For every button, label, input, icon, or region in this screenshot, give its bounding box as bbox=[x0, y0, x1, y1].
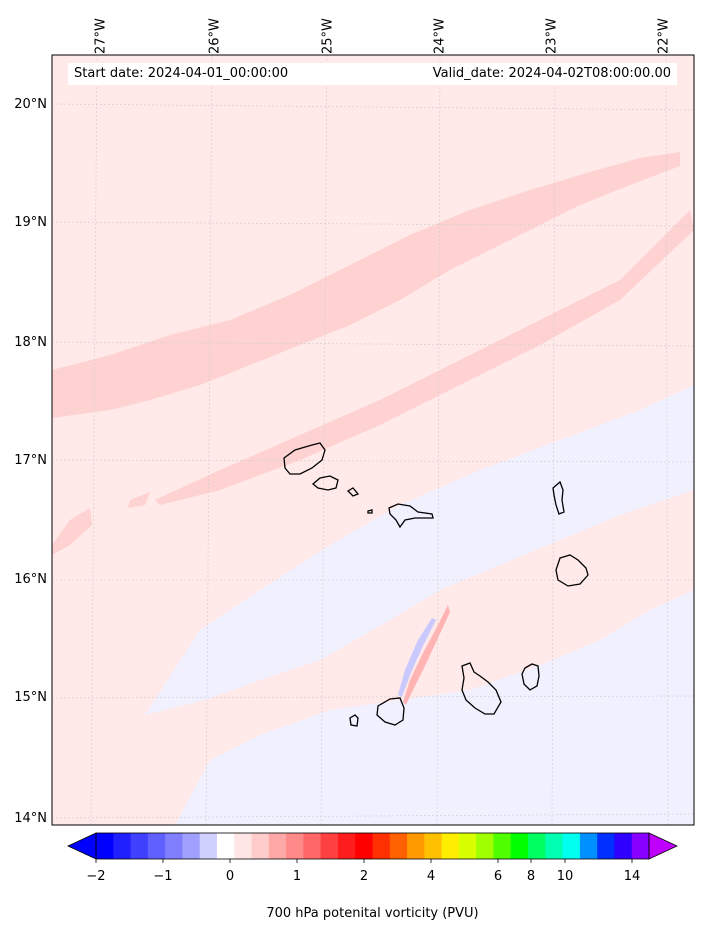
colorbar-segment bbox=[614, 833, 633, 859]
pv-positive-streak-3 bbox=[128, 492, 150, 508]
valid-date: Valid_date: 2024-04-02T08:00:00.00 bbox=[432, 66, 671, 81]
map-field bbox=[52, 55, 694, 825]
lat-label-20n: 20°N bbox=[14, 97, 47, 112]
colorbar-tick-label: 8 bbox=[526, 869, 536, 884]
lat-label-16n: 16°N bbox=[14, 572, 47, 587]
pv-positive-streak-near-fogo bbox=[403, 605, 450, 705]
colorbar-segment bbox=[407, 833, 425, 859]
colorbar-segment bbox=[528, 833, 546, 859]
colorbar-segment bbox=[182, 833, 201, 859]
colorbar-segment bbox=[631, 833, 650, 859]
colorbar-segment bbox=[337, 833, 356, 859]
colorbar-title: 700 hPa potenital vorticity (PVU) bbox=[266, 906, 479, 921]
colorbar-tick-label: 2 bbox=[359, 869, 369, 884]
lon-label-22w: 22°W bbox=[656, 18, 672, 54]
colorbar-segment bbox=[389, 833, 408, 859]
colorbar-frame bbox=[95, 832, 650, 860]
lon-label-26w: 26°W bbox=[207, 18, 223, 54]
map-frame bbox=[51, 54, 695, 826]
colorbar-segment bbox=[147, 833, 166, 859]
colorbar-segment bbox=[320, 833, 339, 859]
colorbar-segment bbox=[251, 833, 270, 859]
colorbar-segment bbox=[216, 833, 235, 859]
pv-negative-region bbox=[145, 385, 694, 715]
colorbar-segment bbox=[545, 833, 564, 859]
colorbar-tick-label: 1 bbox=[292, 869, 302, 884]
colorbar-tick-label: −2 bbox=[86, 869, 106, 884]
island-santiago bbox=[461, 662, 502, 715]
colorbar-segment bbox=[562, 833, 581, 859]
colorbar-segment bbox=[510, 833, 529, 859]
colorbar-tick-label: 6 bbox=[493, 869, 503, 884]
islands bbox=[283, 442, 589, 727]
colorbar-segment bbox=[130, 833, 149, 859]
island-fogo bbox=[376, 697, 405, 726]
colorbar-extend-high bbox=[648, 832, 678, 860]
colorbar-segment bbox=[234, 833, 253, 859]
graticule bbox=[52, 55, 694, 825]
lat-label-17n: 17°N bbox=[14, 453, 47, 468]
colorbar-tick-label: 14 bbox=[623, 869, 641, 884]
lon-label-27w: 27°W bbox=[93, 18, 109, 54]
colorbar-tick-label: 4 bbox=[426, 869, 436, 884]
colorbar-segment bbox=[268, 833, 287, 859]
colorbar-segment bbox=[424, 833, 443, 859]
lat-label-15n: 15°N bbox=[14, 690, 47, 705]
pv-positive-band bbox=[52, 152, 680, 418]
island-sal bbox=[552, 480, 565, 515]
colorbar-segment bbox=[199, 833, 218, 859]
island-boa-vista bbox=[555, 554, 589, 587]
pv-negative-strip bbox=[580, 690, 694, 745]
colorbar-segment bbox=[165, 833, 183, 859]
colorbar-segment bbox=[597, 833, 615, 859]
colorbar-extend-low bbox=[67, 832, 97, 860]
lat-label-19n: 19°N bbox=[14, 215, 47, 230]
island-brava bbox=[349, 714, 359, 727]
island-branco bbox=[367, 509, 373, 514]
colorbar-segment bbox=[303, 833, 322, 859]
colorbar-segment bbox=[286, 833, 304, 859]
pv-negative-streak bbox=[398, 618, 436, 697]
colorbar-segment bbox=[441, 833, 460, 859]
pv-negative-lower bbox=[175, 590, 694, 825]
lon-label-25w: 25°W bbox=[320, 18, 336, 54]
lat-label-18n: 18°N bbox=[14, 335, 47, 350]
pv-positive-streak-2 bbox=[52, 508, 92, 555]
colorbar-segment bbox=[96, 833, 114, 859]
colorbar-segment bbox=[458, 833, 477, 859]
island-maio bbox=[521, 663, 540, 691]
lon-label-23w: 23°W bbox=[544, 18, 560, 54]
island-santa-luzia bbox=[346, 487, 360, 497]
lat-label-14n: 14°N bbox=[14, 811, 47, 826]
date-info-box: Start date: 2024-04-01_00:00:00 Valid_da… bbox=[68, 63, 677, 85]
colorbar-segment bbox=[476, 833, 494, 859]
island-sao-nicolau bbox=[388, 503, 434, 529]
colorbar-segment bbox=[113, 833, 132, 859]
lon-label-24w: 24°W bbox=[432, 18, 448, 54]
colorbar-tick-label: −1 bbox=[153, 869, 173, 884]
start-date: Start date: 2024-04-01_00:00:00 bbox=[74, 66, 289, 81]
colorbar-tick-label: 10 bbox=[556, 869, 574, 884]
colorbar-segment bbox=[579, 833, 598, 859]
colorbar bbox=[67, 832, 678, 863]
colorbar-segment bbox=[372, 833, 391, 859]
colorbar-segment bbox=[355, 833, 373, 859]
colorbar-segment bbox=[493, 833, 512, 859]
island-santo-antao bbox=[283, 442, 326, 475]
colorbar-tick-label: 0 bbox=[225, 869, 235, 884]
island-sao-vicente bbox=[311, 475, 339, 491]
